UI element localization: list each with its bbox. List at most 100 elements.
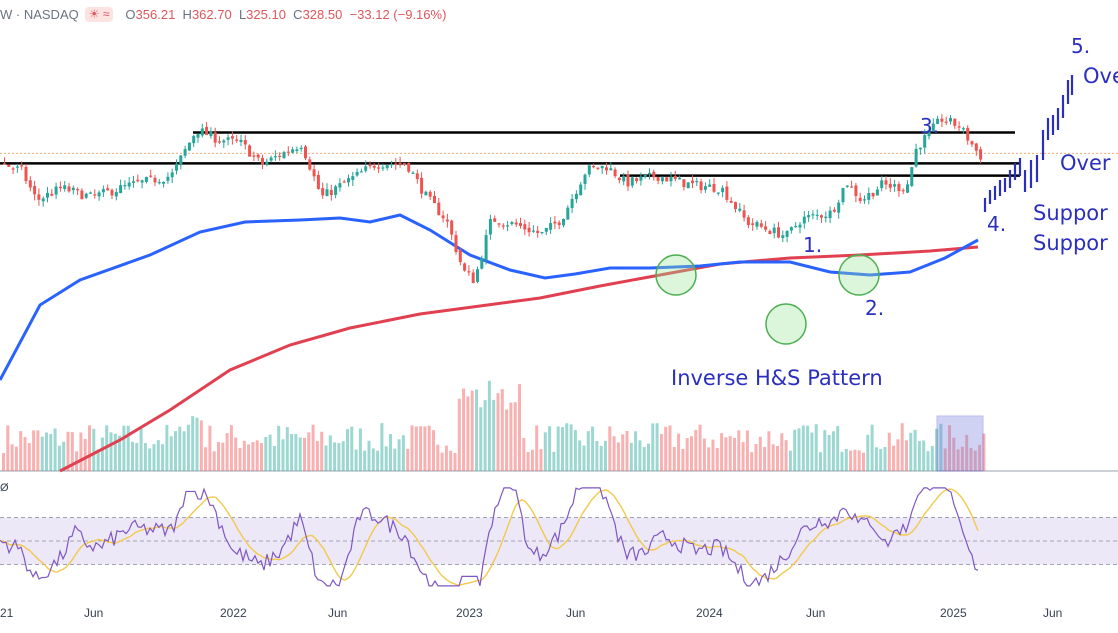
volume-bar <box>470 390 474 471</box>
volume-bar <box>659 434 663 471</box>
volume-bar <box>6 425 10 471</box>
candle-body <box>828 210 832 219</box>
volume-bar <box>341 441 345 471</box>
volume-bar <box>930 446 934 471</box>
candle-body <box>28 180 32 188</box>
candle-body <box>3 163 6 165</box>
volume-bar <box>298 437 302 471</box>
candle-body <box>708 184 712 187</box>
label-4: 4. <box>987 212 1007 236</box>
candle-body <box>832 209 836 212</box>
sun-cloud-icon[interactable]: ☀ ≈ <box>84 6 114 22</box>
volume-bar <box>19 431 23 471</box>
volume-bar <box>569 424 573 471</box>
volume-bar <box>212 451 216 471</box>
volume-bar <box>264 437 268 471</box>
volume-bar <box>518 384 521 471</box>
volume-bar <box>561 427 564 471</box>
volume-bar <box>315 441 319 471</box>
candle-body <box>402 163 406 165</box>
candle-body <box>734 202 737 210</box>
candle-body <box>80 190 84 200</box>
volume-bar <box>45 432 48 471</box>
volume-bar <box>238 448 242 471</box>
label-2: 2. <box>865 296 885 320</box>
volume-bar <box>475 389 478 471</box>
volume-bar <box>109 432 113 471</box>
volume-highlight-box <box>936 415 984 472</box>
candle-body <box>781 235 785 239</box>
candle-body <box>837 202 841 213</box>
volume-bar <box>432 430 435 471</box>
candle-body <box>497 223 501 225</box>
x-tick-label: Jun <box>328 606 348 620</box>
volume-bar <box>733 437 736 471</box>
candle-body <box>858 197 862 201</box>
volume-bar <box>376 450 380 471</box>
volume-bar <box>496 393 500 471</box>
volume-bar <box>229 425 233 471</box>
candle-body <box>230 136 234 139</box>
candle-body <box>893 184 897 187</box>
candle-body <box>269 157 273 161</box>
candle-body <box>721 187 725 193</box>
candle-body <box>359 171 363 173</box>
candle-body <box>428 191 432 197</box>
candle-body <box>660 177 664 182</box>
volume-bar <box>767 431 771 471</box>
candle-body <box>183 149 187 156</box>
volume-bar <box>346 429 349 471</box>
candle-body <box>106 188 110 191</box>
candle-body <box>325 189 329 197</box>
candle-body <box>368 164 372 166</box>
candle-body <box>596 167 600 169</box>
candle-body <box>630 177 634 186</box>
x-tick-label: Jun <box>566 606 586 620</box>
label-1: 1. <box>803 233 823 257</box>
volume-bar <box>711 439 715 471</box>
volume-bar <box>621 434 625 471</box>
candle-body <box>811 214 815 216</box>
volume-bar <box>905 440 908 471</box>
volume-bar <box>887 432 891 471</box>
volume-bar <box>423 426 427 471</box>
volume-bar <box>728 436 732 471</box>
candle-body <box>798 224 802 228</box>
volume-bar <box>174 431 177 471</box>
volume-bar <box>741 442 745 471</box>
candle-body <box>691 180 694 184</box>
volume-bar <box>466 396 470 471</box>
volume-bar <box>892 445 896 471</box>
volume-bar <box>702 438 706 471</box>
candle-body <box>643 174 647 177</box>
candle-body <box>420 177 424 194</box>
candle-body <box>867 193 871 200</box>
volume-bar <box>629 442 633 471</box>
volume-bar <box>234 437 238 471</box>
ma-50-line <box>0 213 979 381</box>
volume-bar <box>36 430 40 471</box>
volume-bar <box>754 444 758 471</box>
ticker-label: W · NASDAQ <box>0 6 79 22</box>
candle-body <box>175 163 178 171</box>
candle-body <box>931 123 935 131</box>
candle-body <box>291 149 295 153</box>
volume-bar <box>900 423 904 471</box>
candle-body <box>11 168 15 170</box>
volume-bar <box>307 432 311 471</box>
volume-bar <box>724 437 728 471</box>
volume-bar <box>647 443 650 471</box>
candle-body <box>906 184 909 193</box>
candle-body <box>136 179 140 182</box>
volume-bar <box>397 439 401 471</box>
candle-body <box>338 183 342 188</box>
candle-body <box>89 192 92 194</box>
volume-bar <box>513 402 517 471</box>
candle-body <box>820 215 823 218</box>
volume-bar <box>634 431 638 471</box>
candle-body <box>768 230 772 235</box>
candle-body <box>665 177 669 182</box>
volume-bar <box>943 448 947 471</box>
candle-body <box>695 181 699 183</box>
volume-bar <box>2 452 5 471</box>
